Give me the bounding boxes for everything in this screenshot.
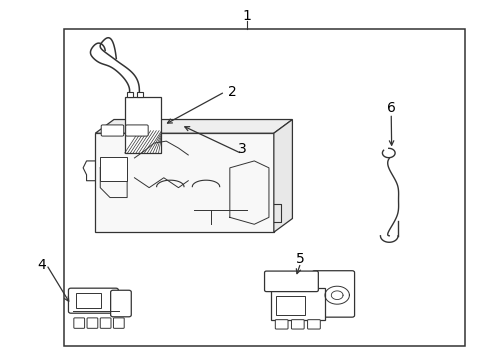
Text: 3: 3 xyxy=(237,143,246,156)
Bar xyxy=(127,92,133,97)
Bar xyxy=(95,133,273,232)
FancyBboxPatch shape xyxy=(125,125,148,136)
Bar xyxy=(100,157,127,181)
Bar xyxy=(63,29,464,346)
Bar xyxy=(271,288,325,320)
FancyBboxPatch shape xyxy=(113,318,124,328)
Text: 4: 4 xyxy=(37,258,46,271)
FancyBboxPatch shape xyxy=(307,320,320,329)
Polygon shape xyxy=(95,120,292,133)
FancyBboxPatch shape xyxy=(101,125,123,136)
FancyBboxPatch shape xyxy=(100,318,111,328)
Bar xyxy=(76,292,101,308)
Text: 5: 5 xyxy=(296,252,305,266)
Polygon shape xyxy=(273,120,292,232)
Bar xyxy=(137,92,142,97)
FancyBboxPatch shape xyxy=(291,320,304,329)
Bar xyxy=(276,296,305,315)
FancyBboxPatch shape xyxy=(312,271,354,317)
FancyBboxPatch shape xyxy=(110,290,131,317)
Text: 1: 1 xyxy=(242,9,251,23)
FancyBboxPatch shape xyxy=(87,318,98,328)
FancyBboxPatch shape xyxy=(68,288,118,313)
Bar xyxy=(124,97,161,153)
FancyBboxPatch shape xyxy=(264,271,318,292)
FancyBboxPatch shape xyxy=(74,318,84,328)
FancyBboxPatch shape xyxy=(275,320,287,329)
Text: 2: 2 xyxy=(227,85,236,99)
Text: 6: 6 xyxy=(386,101,395,115)
